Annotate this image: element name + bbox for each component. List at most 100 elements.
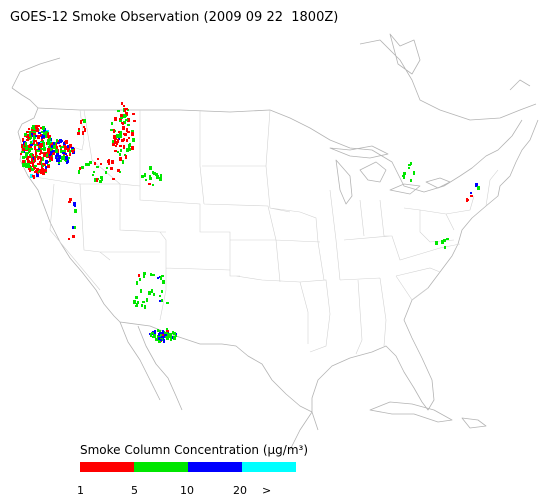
smoke-pixel	[152, 171, 154, 174]
smoke-pixel	[155, 338, 158, 341]
smoke-pixel	[35, 135, 37, 137]
smoke-pixel	[175, 335, 177, 337]
smoke-pixel	[96, 178, 98, 182]
smoke-pixel	[33, 137, 35, 141]
smoke-pixel	[28, 150, 31, 152]
smoke-pixel	[115, 145, 117, 147]
smoke-pixel	[42, 142, 45, 144]
smoke-pixel	[128, 144, 130, 148]
smoke-pixel	[477, 186, 480, 190]
smoke-pixel	[45, 160, 48, 164]
smoke-pixel	[31, 168, 34, 171]
smoke-pixel	[42, 134, 45, 138]
smoke-pixel	[71, 147, 74, 149]
smoke-pixel	[117, 139, 119, 143]
smoke-pixel	[45, 132, 47, 135]
legend-label: >	[262, 484, 271, 497]
smoke-pixel	[107, 160, 110, 163]
smoke-pixel	[165, 334, 167, 336]
smoke-pixel	[157, 277, 159, 279]
smoke-pixel	[30, 174, 33, 178]
smoke-pixel	[119, 157, 122, 161]
smoke-pixel	[41, 139, 43, 141]
smoke-pixel	[131, 146, 134, 150]
smoke-pixel	[36, 168, 39, 171]
smoke-pixel	[114, 136, 117, 140]
smoke-pixel	[143, 272, 146, 275]
canada-border	[37, 107, 523, 193]
smoke-pixel	[137, 301, 139, 304]
smoke-pixel	[67, 160, 69, 163]
smoke-pixel	[67, 148, 70, 152]
legend-label: 5	[131, 484, 138, 497]
smoke-pixel	[156, 175, 159, 179]
smoke-pixel	[67, 145, 69, 148]
smoke-pixel	[168, 335, 170, 338]
smoke-pixel	[40, 134, 42, 137]
smoke-pixel	[120, 149, 122, 152]
smoke-pixel	[39, 161, 41, 165]
smoke-pixel	[139, 278, 141, 281]
smoke-pixel	[128, 148, 131, 151]
smoke-pixel	[144, 173, 146, 177]
smoke-pixel	[100, 176, 103, 179]
smoke-pixel	[81, 166, 84, 169]
smoke-pixel	[33, 166, 36, 169]
smoke-pixel	[25, 156, 27, 158]
smoke-pixel	[38, 156, 41, 159]
smoke-pixel	[116, 134, 119, 138]
smoke-pixel	[34, 144, 37, 146]
smoke-pixel	[146, 298, 148, 302]
smoke-pixel	[141, 304, 143, 307]
smoke-pixel	[63, 150, 66, 152]
legend-label: 20	[233, 484, 247, 497]
smoke-pixel	[110, 129, 113, 131]
smoke-pixel	[47, 148, 50, 152]
smoke-pixel	[126, 128, 128, 132]
smoke-pixel	[31, 158, 33, 162]
smoke-pixel	[122, 126, 125, 130]
smoke-pixel	[49, 154, 51, 156]
smoke-pixel	[24, 133, 27, 136]
cuba	[369, 401, 487, 429]
smoke-pixel	[47, 133, 49, 137]
legend: 1 5 10 20 >	[77, 462, 296, 497]
smoke-pixel	[47, 136, 50, 138]
smoke-pixel	[153, 172, 156, 175]
smoke-pixel	[410, 162, 412, 165]
smoke-pixel	[33, 126, 36, 130]
smoke-pixel	[44, 169, 47, 172]
legend-swatch	[134, 462, 188, 472]
smoke-pixel	[42, 157, 44, 161]
smoke-pixel	[124, 108, 126, 112]
smoke-pixel	[25, 165, 28, 168]
smoke-pixel	[51, 145, 53, 148]
smoke-pixel	[142, 301, 145, 303]
smoke-pixel	[112, 140, 114, 143]
smoke-pixel	[173, 332, 176, 335]
smoke-pixel	[27, 135, 30, 137]
smoke-pixel	[34, 146, 36, 150]
smoke-pixel	[65, 156, 68, 160]
smoke-pixel	[152, 336, 155, 338]
smoke-pixel	[33, 131, 36, 133]
smoke-pixel	[119, 145, 122, 147]
smoke-pixel	[22, 163, 25, 167]
smoke-pixel	[48, 152, 50, 154]
smoke-pixel	[160, 174, 162, 178]
smoke-pixel	[123, 114, 126, 118]
smoke-pixel	[132, 138, 135, 142]
smoke-pixel	[140, 289, 142, 293]
smoke-pixel	[43, 147, 46, 151]
smoke-pixel	[119, 120, 122, 122]
smoke-pixel	[55, 157, 57, 159]
smoke-pixel	[82, 131, 84, 135]
smoke-pixel	[78, 170, 80, 174]
smoke-pixel	[57, 158, 60, 162]
smoke-pixel	[55, 155, 58, 157]
smoke-pixel	[161, 336, 163, 338]
smoke-pixel	[158, 333, 160, 336]
smoke-pixel	[53, 142, 55, 145]
smoke-pixel	[114, 117, 117, 121]
smoke-pixel	[20, 153, 22, 155]
